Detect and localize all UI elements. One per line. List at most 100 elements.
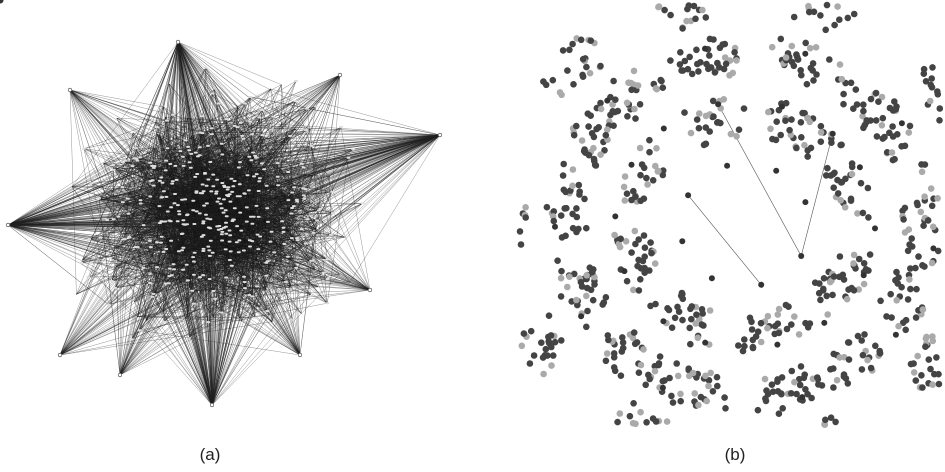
leaf-node <box>806 118 814 126</box>
leaf-node <box>915 253 922 260</box>
leaf-node <box>922 78 930 85</box>
leaf-node <box>609 101 616 108</box>
leaf-node <box>584 307 591 315</box>
leaf-node <box>587 286 595 294</box>
leaf-node <box>698 321 705 328</box>
hub-node <box>685 192 692 199</box>
leaf-node <box>845 356 853 363</box>
leaf-node <box>906 122 914 130</box>
leaf-node <box>693 311 700 319</box>
leaf-node <box>815 381 822 388</box>
leaf-node <box>879 135 887 142</box>
leaf-node <box>771 322 779 330</box>
leaf-node <box>702 372 709 380</box>
leaf-node <box>636 144 644 152</box>
leaf-node <box>677 390 684 398</box>
leaf-node <box>566 46 573 54</box>
leaf-node <box>637 276 644 283</box>
leaf-node <box>703 397 710 405</box>
hub-node <box>715 101 722 108</box>
leaf-node <box>920 65 928 73</box>
leaf-node <box>630 187 637 195</box>
leaf-node <box>643 419 650 426</box>
leaf-node <box>559 47 567 54</box>
leaf-node <box>860 107 867 115</box>
leaf-node <box>611 231 618 239</box>
leaf-node <box>798 134 805 141</box>
leaf-node <box>651 362 659 370</box>
leaf-node <box>556 89 564 96</box>
hub-node <box>612 213 619 220</box>
leaf-node <box>641 244 649 251</box>
leaf-node <box>717 119 724 127</box>
leaf-node <box>652 300 659 308</box>
leaf-node <box>709 388 717 395</box>
network-b <box>0 0 944 429</box>
leaf-node <box>563 204 570 212</box>
leaf-node <box>831 21 838 29</box>
leaf-node <box>859 209 867 217</box>
leaf-node <box>647 239 654 246</box>
leaf-node <box>833 376 841 384</box>
leaf-node <box>566 273 573 281</box>
leaf-node <box>899 319 907 327</box>
leaf-node <box>934 88 941 95</box>
leaf-node <box>659 167 667 174</box>
leaf-node <box>814 374 821 381</box>
leaf-node <box>564 283 571 291</box>
leaf-node <box>875 98 882 105</box>
hub-node <box>0 0 3 3</box>
leaf-node <box>774 311 782 318</box>
hub-node <box>621 268 628 275</box>
leaf-node <box>783 325 791 333</box>
leaf-node <box>773 118 780 125</box>
leaf-node <box>735 342 742 349</box>
leaf-node <box>757 319 765 327</box>
leaf-node <box>799 109 806 117</box>
leaf-node <box>864 184 872 192</box>
leaf-node <box>864 356 871 364</box>
leaf-node <box>901 142 909 150</box>
leaf-node <box>632 420 639 428</box>
hub-node <box>802 50 809 57</box>
leaf-node <box>748 326 756 333</box>
leaf-node <box>840 90 847 98</box>
leaf-node <box>699 310 706 317</box>
leaf-node <box>640 164 648 172</box>
leaf-node <box>785 303 792 311</box>
leaf-node <box>929 381 936 389</box>
leaf-node <box>901 229 909 236</box>
leaf-node <box>675 308 683 316</box>
leaf-node <box>558 234 566 241</box>
leaf-node <box>630 400 637 407</box>
leaf-node <box>769 135 776 143</box>
leaf-node <box>913 285 920 293</box>
leaf-node <box>805 2 812 10</box>
leaf-node <box>727 130 735 138</box>
leaf-node <box>902 326 909 334</box>
leaf-node <box>573 296 580 304</box>
leaf-node <box>855 255 863 263</box>
leaf-node <box>722 405 729 412</box>
leaf-node <box>707 64 715 71</box>
leaf-node <box>803 80 811 88</box>
leaf-node <box>707 369 714 377</box>
hub-node <box>679 238 686 245</box>
leaf-node <box>687 129 695 137</box>
leaf-node <box>652 418 660 425</box>
leaf-node <box>640 346 647 353</box>
leaf-node <box>857 179 865 187</box>
leaf-node <box>806 8 813 16</box>
leaf-node <box>925 356 933 363</box>
nodes <box>79 66 365 341</box>
leaf-node <box>646 136 653 144</box>
leaf-node <box>840 276 848 283</box>
hub-node <box>117 372 123 378</box>
leaf-node <box>653 145 660 152</box>
leaf-node <box>865 214 872 221</box>
tree-edges <box>687 104 833 285</box>
leaf-node <box>933 354 940 361</box>
leaf-node <box>804 147 811 154</box>
leaf-node <box>530 352 538 359</box>
leaf-node <box>601 147 608 154</box>
